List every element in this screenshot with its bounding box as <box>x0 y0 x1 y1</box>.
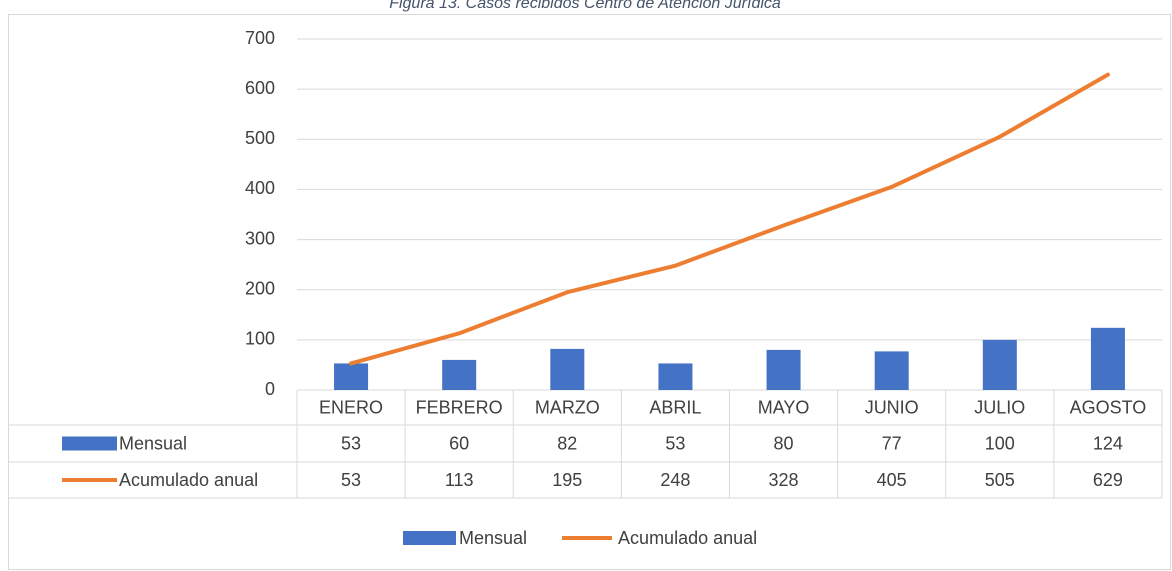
x-tick-label: MARZO <box>535 397 600 417</box>
table-row-label: Acumulado anual <box>119 470 258 490</box>
y-tick-label: 400 <box>245 178 275 198</box>
y-tick-label: 100 <box>245 329 275 349</box>
x-tick-label: ENERO <box>319 397 383 417</box>
table-cell: 124 <box>1093 433 1123 453</box>
x-tick-label: MAYO <box>758 397 810 417</box>
bar <box>658 363 693 390</box>
table-cell: 113 <box>445 470 474 490</box>
y-tick-label: 700 <box>245 28 275 48</box>
table-cell: 405 <box>877 470 907 490</box>
bar <box>874 351 909 390</box>
table-cell: 77 <box>882 433 902 453</box>
table-cell: 195 <box>552 470 582 490</box>
x-tick-label: AGOSTO <box>1070 397 1147 417</box>
table-cell: 53 <box>341 470 361 490</box>
table-cell: 53 <box>665 433 685 453</box>
table-cell: 100 <box>985 433 1015 453</box>
bar <box>334 363 369 390</box>
chart-title: Figura 13. Casos recibidos Centro de Ate… <box>389 0 781 12</box>
bar <box>1090 327 1125 390</box>
table-row-label: Mensual <box>119 433 187 453</box>
table-cell: 629 <box>1093 470 1123 490</box>
bar <box>982 339 1017 390</box>
legend-swatch <box>62 436 117 451</box>
table-cell: 82 <box>557 433 577 453</box>
table-cell: 80 <box>774 433 794 453</box>
x-tick-label: JULIO <box>974 397 1025 417</box>
legend-label: Acumulado anual <box>618 528 757 548</box>
legend-swatch <box>403 531 456 545</box>
y-tick-label: 0 <box>265 379 275 399</box>
table-cell: 328 <box>769 470 799 490</box>
y-tick-label: 600 <box>245 78 275 98</box>
x-tick-label: ABRIL <box>649 397 701 417</box>
table-cell: 505 <box>985 470 1015 490</box>
y-tick-label: 200 <box>245 278 275 298</box>
legend-label: Mensual <box>459 528 527 548</box>
line <box>349 72 1110 366</box>
x-tick-label: FEBRERO <box>416 397 503 417</box>
table-cell: 60 <box>449 433 469 453</box>
y-tick-label: 300 <box>245 228 275 248</box>
x-tick-label: JUNIO <box>865 397 919 417</box>
bar <box>550 348 585 390</box>
table-cell: 53 <box>341 433 361 453</box>
chart-frame <box>8 14 1171 570</box>
table-cell: 248 <box>660 470 690 490</box>
bar <box>442 359 477 390</box>
y-tick-label: 500 <box>245 128 275 148</box>
bar <box>766 349 801 390</box>
